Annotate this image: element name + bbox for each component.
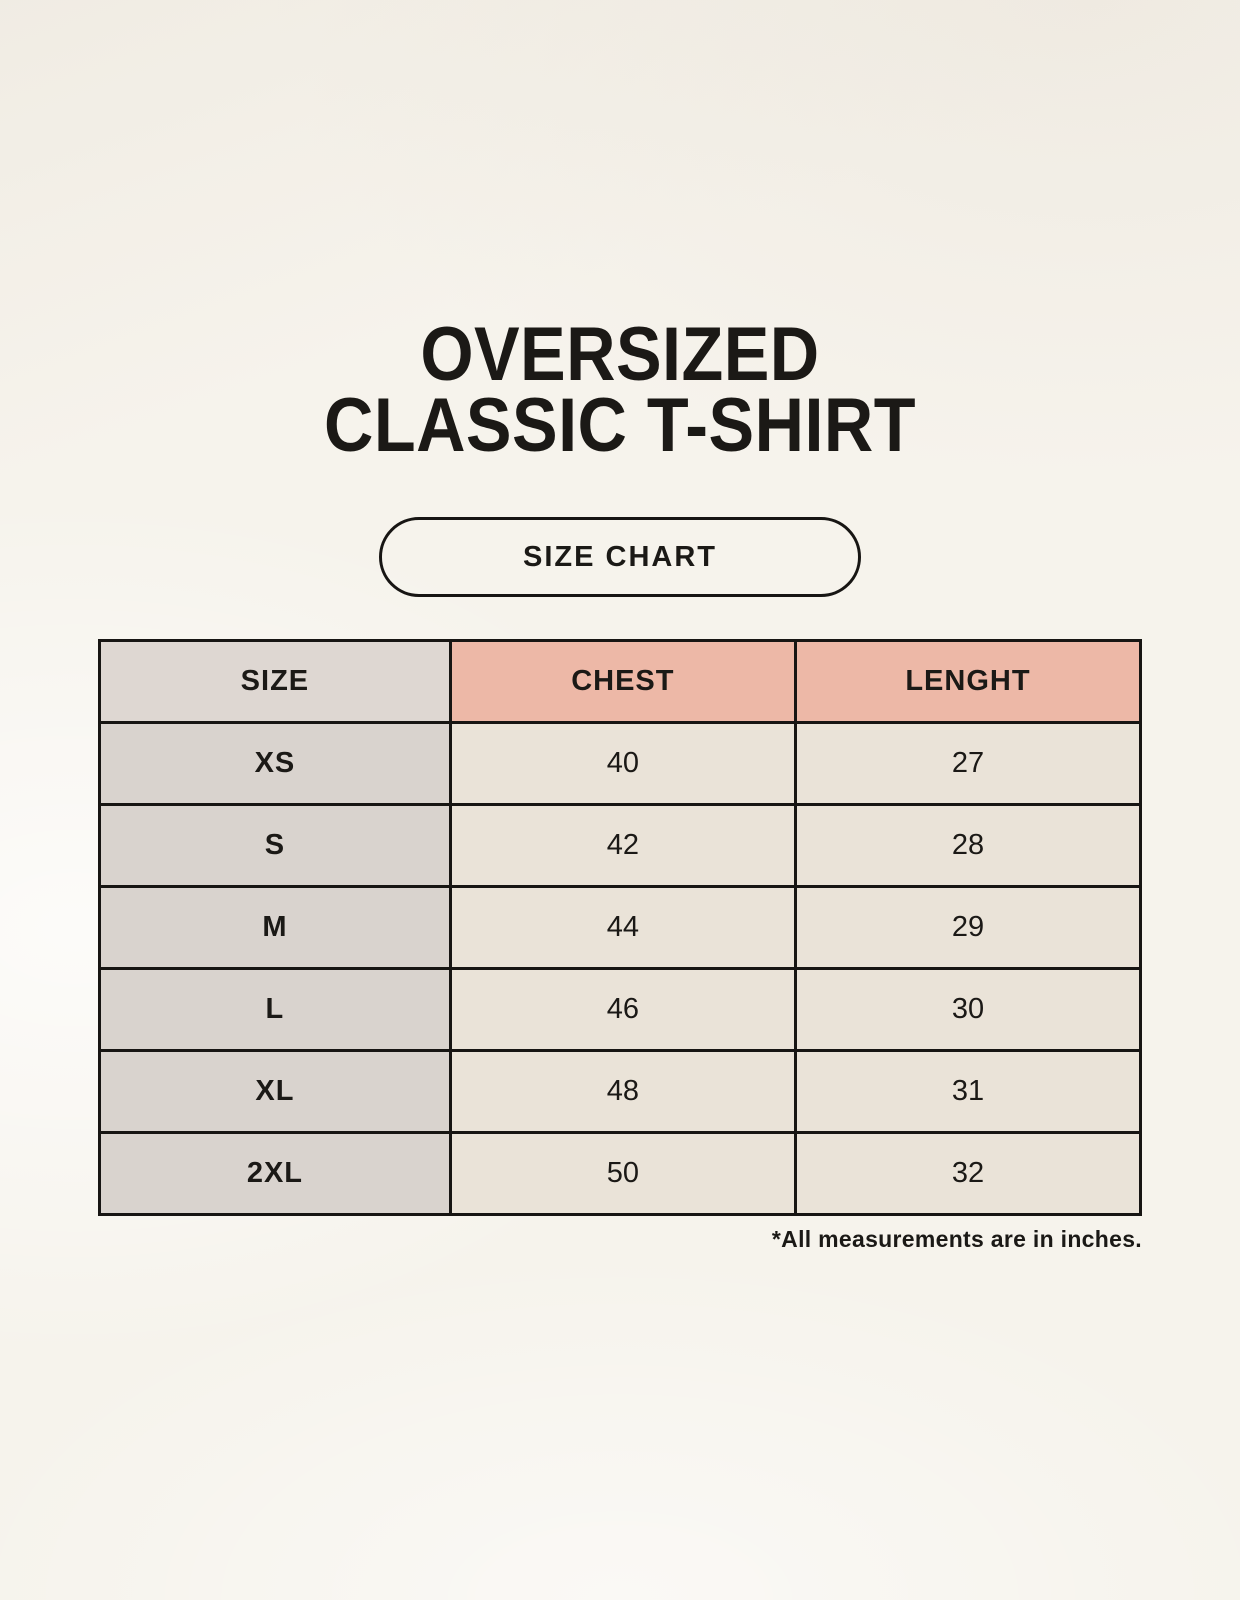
table-header-row: SIZE CHEST LENGHT: [98, 639, 1143, 725]
lenght-value-2xl: 32: [793, 1131, 1143, 1217]
table-row: XS 40 27: [98, 721, 1143, 807]
page-title-line-1: OVERSIZED: [420, 312, 820, 397]
measurements-footnote: *All measurements are in inches.: [771, 1226, 1142, 1253]
size-label-xl: XL: [98, 1049, 452, 1135]
chest-value-s: 42: [448, 803, 797, 889]
size-chart-table: SIZE CHEST LENGHT XS 40 27 S 42 28 M 44 …: [98, 639, 1143, 1217]
table-row: 2XL 50 32: [98, 1131, 1143, 1217]
page-title-line-2: CLASSIC T-SHIRT: [324, 382, 916, 468]
size-label-l: L: [98, 967, 452, 1053]
table-row: M 44 29: [98, 885, 1143, 971]
size-chart-page: OVERSIZED CLASSIC T-SHIRT SIZE CHART SIZ…: [98, 0, 1143, 1253]
size-label-s: S: [98, 803, 452, 889]
table-row: S 42 28: [98, 803, 1143, 889]
chest-value-xl: 48: [448, 1049, 797, 1135]
column-header-chest: CHEST: [448, 639, 797, 725]
lenght-value-m: 29: [793, 885, 1143, 971]
page-title: OVERSIZED CLASSIC T-SHIRT: [150, 312, 1090, 468]
chest-value-m: 44: [448, 885, 797, 971]
table-row: XL 48 31: [98, 1049, 1143, 1135]
size-label-m: M: [98, 885, 452, 971]
size-label-2xl: 2XL: [98, 1131, 452, 1217]
column-header-lenght: LENGHT: [793, 639, 1143, 725]
table-row: L 46 30: [98, 967, 1143, 1053]
lenght-value-l: 30: [793, 967, 1143, 1053]
size-label-xs: XS: [98, 721, 452, 807]
size-chart-badge-label: SIZE CHART: [523, 540, 717, 573]
lenght-value-xl: 31: [793, 1049, 1143, 1135]
column-header-size: SIZE: [98, 639, 452, 725]
chest-value-l: 46: [448, 967, 797, 1053]
chest-value-2xl: 50: [448, 1131, 797, 1217]
size-chart-badge: SIZE CHART: [379, 517, 861, 598]
chest-value-xs: 40: [448, 721, 797, 807]
lenght-value-xs: 27: [793, 721, 1143, 807]
lenght-value-s: 28: [793, 803, 1143, 889]
